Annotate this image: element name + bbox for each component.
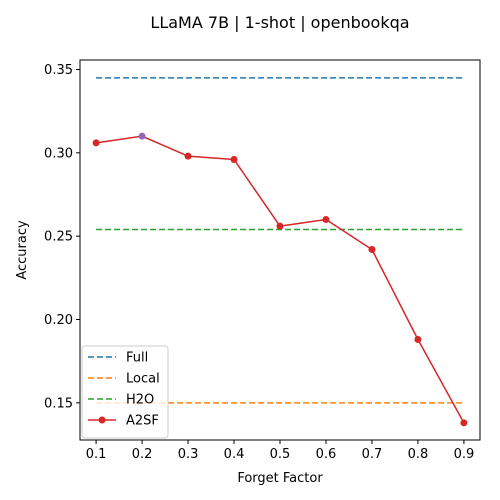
data-point	[322, 216, 330, 223]
x-tick-label: 0.6	[316, 447, 337, 462]
legend-label-full: Full	[126, 351, 148, 366]
legend-label-local: Local	[126, 372, 160, 387]
y-tick-label: 0.20	[44, 313, 73, 328]
x-tick-label: 0.7	[362, 447, 383, 462]
data-point	[92, 139, 100, 147]
x-tick-label: 0.9	[454, 447, 475, 462]
y-tick-label: 0.35	[44, 63, 73, 78]
data-point	[230, 156, 238, 163]
data-point	[460, 419, 468, 427]
legend-marker-a2sf	[98, 416, 106, 424]
data-point	[138, 132, 146, 140]
y-tick-label: 0.25	[44, 230, 73, 245]
x-tick-label: 0.5	[270, 447, 291, 462]
data-point	[276, 222, 284, 230]
x-tick-label: 0.4	[224, 447, 245, 462]
legend-label-a2sf: A2SF	[126, 414, 159, 429]
x-tick-label: 0.1	[86, 447, 107, 462]
legend: Full Local H2O A2SF	[81, 345, 169, 439]
data-point	[368, 246, 376, 253]
data-point	[414, 336, 422, 343]
y-axis: 0.15 0.20 0.25 0.30 0.35	[44, 63, 80, 411]
chart-title: LLaMA 7B | 1-shot | openbookqa	[150, 13, 409, 32]
x-axis: 0.1 0.2 0.3 0.4 0.5 0.6 0.7 0.8 0.9	[86, 440, 475, 462]
x-tick-label: 0.3	[178, 447, 199, 462]
legend-label-h2o: H2O	[126, 393, 154, 408]
x-tick-label: 0.8	[408, 447, 429, 462]
y-axis-label: Accuracy	[15, 220, 30, 280]
plot-area	[92, 77, 468, 427]
data-point	[184, 152, 192, 160]
y-tick-label: 0.15	[44, 396, 73, 411]
x-axis-label: Forget Factor	[237, 471, 323, 486]
x-tick-label: 0.2	[132, 447, 153, 462]
legend-box	[81, 345, 169, 439]
y-tick-label: 0.30	[44, 146, 73, 161]
